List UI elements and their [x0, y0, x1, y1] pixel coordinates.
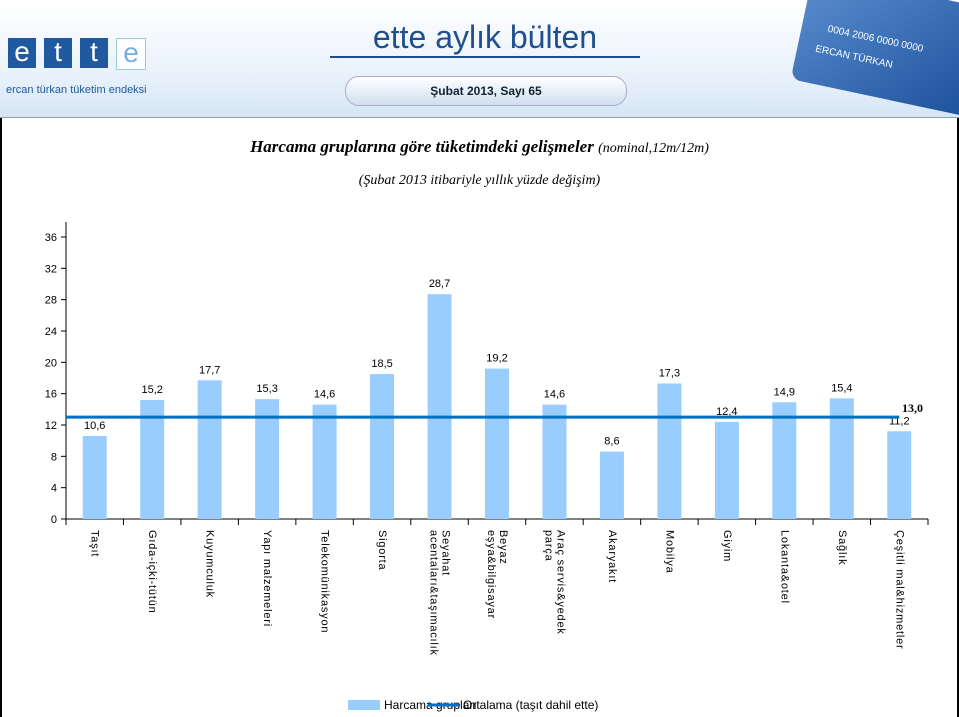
value-label: 28,7: [429, 278, 450, 290]
bar: [198, 380, 222, 519]
y-tick-label: 20: [45, 357, 57, 369]
value-label: 15,3: [256, 383, 277, 395]
bar: [772, 402, 796, 519]
chart: 0 4 8 12 16 20 24 28 32 36 10,6 15,2 17,7 15,3 14,6 18,…: [0, 0, 959, 717]
x-tick-label: Araç servis&yedek parça: [542, 530, 566, 635]
y-tick-label: 36: [45, 232, 57, 244]
value-label: 14,9: [774, 386, 795, 398]
x-tick-label: Seyahat acentaları&taşımacılık: [428, 530, 452, 656]
y-tick-label: 24: [45, 326, 57, 338]
x-tick-label: Sağlık: [836, 530, 848, 565]
bar: [887, 431, 911, 519]
x-tick-label: Kuyumculuk: [204, 530, 216, 598]
value-label: 14,6: [544, 389, 565, 401]
average-label: 13,0: [902, 401, 923, 415]
legend-label: Ortalama (taşıt dahil ette): [463, 698, 598, 712]
page: e t t e ercan türkan tüketim endeksi ett…: [0, 0, 959, 717]
bar: [657, 383, 681, 519]
value-label: 10,6: [84, 420, 105, 432]
x-tick-label: Giyim: [721, 530, 733, 562]
x-tick-label: Telekomünikasyon: [319, 530, 331, 633]
bar: [428, 294, 452, 519]
value-label: 17,3: [659, 367, 680, 379]
x-tick-label: Akaryakıt: [606, 530, 618, 583]
value-label: 17,7: [199, 364, 220, 376]
x-tick-label: Sigorta: [376, 530, 388, 570]
legend-swatch: [348, 700, 380, 710]
value-label: 19,2: [486, 353, 507, 365]
value-label: 14,6: [314, 389, 335, 401]
value-label: 8,6: [604, 436, 619, 448]
bar: [83, 436, 107, 519]
value-label: 15,2: [141, 384, 162, 396]
bar: [485, 369, 509, 519]
value-label: 18,5: [371, 358, 392, 370]
value-label: 15,4: [831, 382, 852, 394]
bar: [313, 405, 337, 519]
x-tick-label: Gıda-içki-tütün: [146, 530, 158, 614]
x-tick-label: Mobilya: [663, 530, 675, 574]
y-tick-label: 8: [51, 451, 57, 463]
y-tick-label: 0: [51, 514, 57, 526]
y-tick-label: 28: [45, 295, 57, 307]
bar: [715, 422, 739, 519]
x-tick-label: Lokanta&otel: [778, 530, 790, 604]
y-tick-label: 32: [45, 263, 57, 275]
y-tick-label: 16: [45, 389, 57, 401]
y-tick-label: 12: [45, 420, 57, 432]
x-tick-label: Beyaz eşya&bilgisayar: [485, 530, 509, 619]
bar: [370, 374, 394, 519]
x-tick-label: Çeşitli mal&hizmetler: [893, 530, 905, 650]
bar: [600, 452, 624, 519]
y-tick-label: 4: [51, 483, 57, 495]
x-tick-label: Yapı malzemeleri: [261, 530, 273, 627]
bar: [542, 405, 566, 519]
x-tick-label: Taşıt: [89, 530, 101, 557]
